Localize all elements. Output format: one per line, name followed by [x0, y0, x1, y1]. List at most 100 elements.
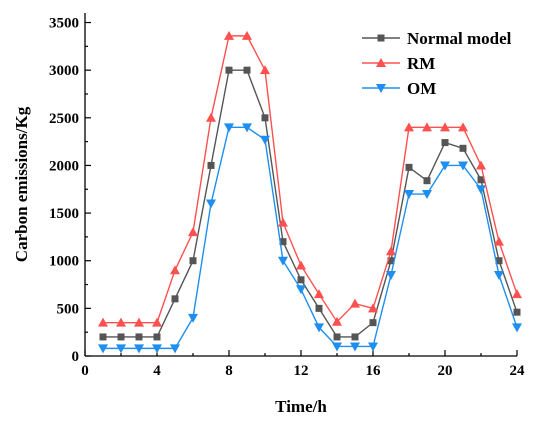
y-axis-title: Carbon emissions/Kg [12, 106, 31, 262]
data-point [153, 333, 161, 341]
data-point [314, 323, 324, 333]
data-point [224, 30, 234, 40]
data-point [369, 319, 377, 327]
data-point [99, 333, 107, 341]
data-point [117, 333, 125, 341]
legend-label: RM [407, 54, 435, 73]
series-layer [98, 30, 522, 354]
data-point [278, 217, 288, 227]
data-point [458, 161, 468, 171]
y-tick-label: 3000 [49, 63, 79, 79]
legend: Normal model RM OM [362, 29, 512, 98]
data-point [207, 161, 215, 169]
data-point [260, 65, 270, 75]
data-point [189, 257, 197, 265]
data-point [152, 344, 162, 354]
data-point [242, 30, 252, 40]
data-point [279, 238, 287, 246]
data-point [332, 316, 342, 326]
data-point [495, 257, 503, 265]
data-point [314, 289, 324, 299]
data-point [405, 163, 413, 171]
data-point [350, 298, 360, 308]
data-point [206, 112, 216, 122]
data-point [422, 190, 432, 200]
y-tick-label: 2000 [49, 158, 79, 174]
data-point [170, 344, 180, 354]
data-point [224, 123, 234, 133]
x-tick-label: 4 [153, 363, 161, 379]
data-point [476, 160, 486, 170]
y-tick-label: 0 [72, 349, 80, 365]
x-tick-label: 12 [294, 363, 309, 379]
data-point [260, 135, 270, 145]
data-point [296, 285, 306, 295]
series-rm [98, 30, 522, 327]
series-line [103, 35, 518, 324]
data-point [315, 304, 323, 312]
data-point [332, 342, 342, 352]
x-tick-label: 0 [81, 363, 89, 379]
data-point [512, 289, 522, 299]
legend-marker [377, 34, 385, 42]
legend-label: OM [407, 79, 436, 98]
data-point [440, 122, 450, 132]
data-point [368, 303, 378, 313]
data-point [188, 227, 198, 237]
data-point [423, 177, 431, 185]
data-point [170, 265, 180, 275]
data-point [116, 317, 126, 327]
legend-label: Normal model [407, 29, 512, 48]
data-point [225, 66, 233, 74]
y-axis-ticks: 0 500 1000 1500 2000 2500 3000 3500 [49, 16, 91, 365]
data-point [386, 246, 396, 256]
y-tick-label: 500 [57, 301, 80, 317]
series-line [103, 126, 518, 350]
series-om [98, 123, 522, 354]
legend-marker [376, 58, 386, 67]
data-point [278, 256, 288, 266]
data-point [296, 260, 306, 270]
data-point [476, 185, 486, 195]
data-point [404, 122, 414, 132]
data-point [206, 199, 216, 209]
data-point [242, 123, 252, 133]
data-point [386, 271, 396, 281]
data-point [459, 144, 467, 152]
data-point [152, 317, 162, 327]
data-point [441, 139, 449, 147]
x-axis-ticks: 0 4 8 12 16 20 24 [81, 350, 525, 379]
data-point [171, 295, 179, 303]
x-axis-title: Time/h [275, 397, 327, 416]
y-tick-label: 1000 [49, 254, 79, 270]
x-tick-label: 16 [366, 363, 382, 379]
data-point [512, 323, 522, 333]
x-tick-label: 20 [438, 363, 453, 379]
data-point [458, 122, 468, 132]
data-point [135, 333, 143, 341]
data-point [134, 344, 144, 354]
data-point [98, 344, 108, 354]
y-tick-label: 1500 [49, 206, 79, 222]
x-tick-label: 8 [225, 363, 233, 379]
data-point [351, 333, 359, 341]
legend-marker [376, 84, 386, 93]
data-point [477, 176, 485, 184]
data-point [188, 313, 198, 323]
data-point [494, 271, 504, 281]
x-tick-label: 24 [510, 363, 526, 379]
data-point [243, 66, 251, 74]
data-point [261, 114, 269, 122]
data-point [494, 236, 504, 246]
data-point [116, 344, 126, 354]
y-tick-label: 2500 [49, 111, 79, 127]
data-point [440, 161, 450, 171]
data-point [368, 342, 378, 352]
data-point [387, 257, 395, 265]
data-point [98, 317, 108, 327]
y-tick-label: 3500 [49, 16, 79, 32]
data-point [134, 317, 144, 327]
data-point [350, 342, 360, 352]
